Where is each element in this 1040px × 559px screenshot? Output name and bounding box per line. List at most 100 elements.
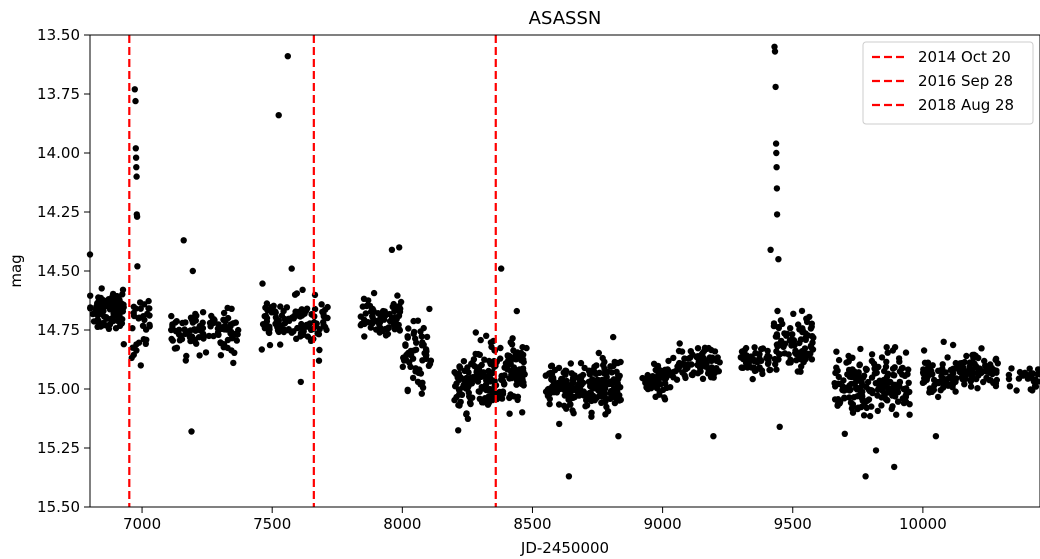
- data-point: [299, 286, 306, 293]
- data-point: [738, 348, 746, 355]
- data-point: [949, 341, 957, 349]
- data-point: [615, 372, 622, 379]
- x-tick-label: 7500: [253, 515, 291, 533]
- data-point: [833, 348, 840, 355]
- data-point: [266, 324, 273, 331]
- data-point: [288, 329, 295, 336]
- data-point: [759, 345, 767, 352]
- data-point: [133, 164, 140, 171]
- data-point: [568, 387, 575, 394]
- data-point: [848, 405, 856, 412]
- data-point: [410, 317, 417, 325]
- data-point: [103, 297, 110, 305]
- data-point: [798, 307, 806, 315]
- data-point: [465, 369, 472, 376]
- data-point: [518, 357, 525, 364]
- data-point: [146, 312, 153, 319]
- data-point: [893, 411, 900, 418]
- data-point: [357, 313, 364, 320]
- data-point: [969, 351, 976, 359]
- data-point: [928, 367, 935, 375]
- data-point: [601, 391, 608, 398]
- data-point: [843, 359, 850, 366]
- data-point: [607, 363, 614, 370]
- data-point: [872, 369, 880, 376]
- data-point: [889, 347, 897, 354]
- data-point: [795, 321, 802, 328]
- data-point: [556, 420, 563, 428]
- data-point: [764, 352, 771, 359]
- data-point: [566, 401, 574, 408]
- data-point: [469, 394, 476, 401]
- data-point: [469, 374, 476, 381]
- data-point: [832, 369, 839, 377]
- data-point: [575, 386, 582, 393]
- data-point: [938, 372, 945, 380]
- data-point: [298, 306, 305, 313]
- data-point: [975, 354, 982, 362]
- data-point: [119, 286, 127, 293]
- data-point: [896, 382, 903, 390]
- data-point: [476, 388, 483, 395]
- chart-title: ASASSN: [529, 8, 602, 29]
- data-point: [275, 112, 282, 119]
- data-point: [145, 305, 152, 312]
- data-point: [580, 390, 588, 397]
- data-point: [215, 331, 222, 338]
- data-point: [661, 376, 669, 383]
- data-point: [868, 403, 875, 410]
- data-point: [667, 384, 674, 391]
- y-tick-label: 15.50: [37, 498, 80, 516]
- data-point: [137, 305, 144, 312]
- data-point: [397, 305, 404, 312]
- data-point: [224, 314, 232, 322]
- data-point: [878, 354, 886, 361]
- data-point: [850, 394, 858, 401]
- data-point: [463, 410, 470, 417]
- data-point: [767, 246, 774, 253]
- data-point: [274, 327, 282, 334]
- data-point: [748, 355, 755, 362]
- data-point: [929, 362, 936, 369]
- data-point: [217, 339, 224, 346]
- data-point: [507, 339, 514, 346]
- data-point: [836, 400, 843, 407]
- data-point: [881, 367, 888, 375]
- data-point: [657, 371, 664, 379]
- data-point: [409, 374, 417, 382]
- data-point: [758, 367, 766, 374]
- x-tick-label: 7000: [123, 515, 161, 533]
- data-point: [395, 312, 403, 319]
- data-point: [513, 307, 520, 315]
- data-point: [499, 373, 506, 380]
- data-point: [284, 53, 291, 60]
- data-point: [263, 314, 271, 322]
- data-point: [771, 48, 779, 55]
- data-point: [555, 401, 563, 408]
- data-point: [460, 358, 468, 365]
- data-point: [561, 392, 568, 399]
- data-point: [748, 364, 755, 371]
- data-point: [132, 154, 140, 161]
- data-point: [189, 267, 196, 275]
- data-point: [465, 389, 472, 396]
- data-point: [858, 379, 865, 386]
- data-point: [1026, 365, 1033, 372]
- data-point: [1013, 387, 1020, 394]
- data-point: [465, 382, 472, 389]
- data-point: [306, 320, 314, 327]
- data-point: [694, 345, 702, 352]
- data-point: [779, 320, 786, 328]
- data-point: [394, 292, 401, 299]
- data-point: [95, 294, 102, 301]
- data-point: [699, 375, 707, 382]
- data-point: [797, 336, 805, 343]
- data-point: [119, 316, 126, 323]
- data-point: [192, 310, 199, 318]
- data-point: [132, 145, 139, 152]
- data-point: [498, 265, 505, 272]
- data-point: [773, 164, 780, 171]
- data-point: [192, 327, 199, 334]
- y-tick-label: 14.75: [37, 321, 80, 339]
- data-point: [963, 352, 970, 360]
